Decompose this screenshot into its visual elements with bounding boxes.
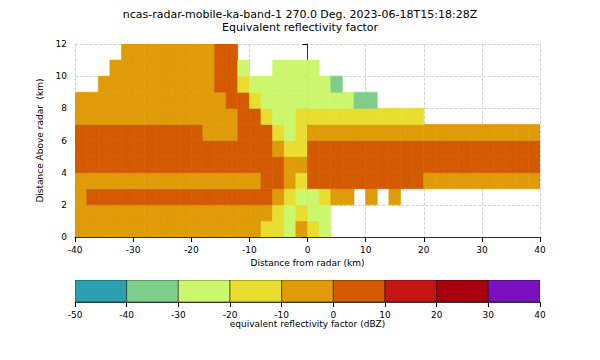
- svg-text:-10: -10: [274, 310, 289, 320]
- svg-text:10: 10: [379, 310, 391, 320]
- svg-text:-30: -30: [171, 310, 186, 320]
- svg-text:30: 30: [483, 310, 495, 320]
- svg-text:40: 40: [534, 245, 546, 255]
- svg-text:Equivalent reflectivity factor: Equivalent reflectivity factor: [222, 21, 379, 34]
- svg-text:-20: -20: [223, 310, 238, 320]
- svg-text:Distance from radar (km): Distance from radar (km): [250, 258, 364, 268]
- svg-text:0: 0: [305, 245, 311, 255]
- svg-text:0: 0: [61, 232, 67, 242]
- svg-text:-40: -40: [68, 245, 83, 255]
- svg-text:20: 20: [431, 310, 443, 320]
- svg-text:Distance Above radar (km): Distance Above radar (km): [35, 78, 45, 202]
- svg-text:20: 20: [418, 245, 430, 255]
- svg-text:-40: -40: [119, 310, 134, 320]
- svg-text:-30: -30: [126, 245, 141, 255]
- svg-text:-10: -10: [242, 245, 257, 255]
- svg-text:10: 10: [56, 71, 68, 81]
- svg-text:30: 30: [476, 245, 488, 255]
- svg-text:6: 6: [61, 136, 67, 146]
- svg-text:10: 10: [360, 245, 372, 255]
- svg-text:40: 40: [534, 310, 546, 320]
- svg-text:4: 4: [61, 168, 67, 178]
- svg-text:equivalent reflectivity factor: equivalent reflectivity factor (dBZ): [230, 319, 386, 329]
- svg-text:ncas-radar-mobile-ka-band-1 27: ncas-radar-mobile-ka-band-1 270.0 Deg. 2…: [123, 8, 478, 21]
- svg-text:-20: -20: [184, 245, 199, 255]
- svg-text:2: 2: [61, 200, 67, 210]
- svg-text:-50: -50: [68, 310, 83, 320]
- svg-text:12: 12: [56, 39, 67, 49]
- svg-text:0: 0: [330, 310, 336, 320]
- svg-text:8: 8: [61, 103, 67, 113]
